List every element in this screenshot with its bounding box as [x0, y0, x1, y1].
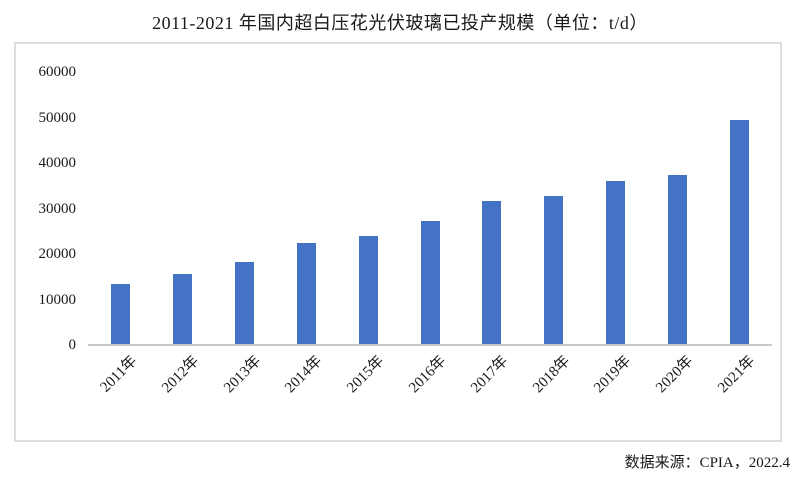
bar-2014: [297, 243, 316, 345]
chart-title: 2011-2021 年国内超白压花光伏玻璃已投产规模（单位：t/d）: [152, 13, 648, 33]
y-tick-label: 0: [68, 337, 77, 353]
y-tick-label: 30000: [38, 201, 77, 217]
x-axis-line: [88, 344, 772, 346]
y-tick-label: 60000: [38, 64, 77, 80]
bar-2019: [606, 181, 625, 345]
bar-2017: [482, 201, 501, 345]
bar-2015: [359, 236, 378, 345]
source-note: 数据来源：CPIA，2022.4: [624, 455, 790, 471]
y-tick-label: 10000: [38, 292, 77, 308]
bar-2021: [730, 120, 749, 345]
y-tick-label: 40000: [38, 155, 77, 171]
bar-2012: [173, 274, 192, 345]
bar-2013: [235, 262, 254, 345]
bar-2020: [668, 175, 687, 345]
y-tick-label: 50000: [38, 110, 77, 126]
bar-2011: [111, 284, 130, 345]
plot-frame: [14, 42, 782, 442]
bar-2018: [544, 196, 563, 345]
bar-2016: [421, 221, 440, 345]
y-tick-label: 20000: [38, 246, 77, 262]
